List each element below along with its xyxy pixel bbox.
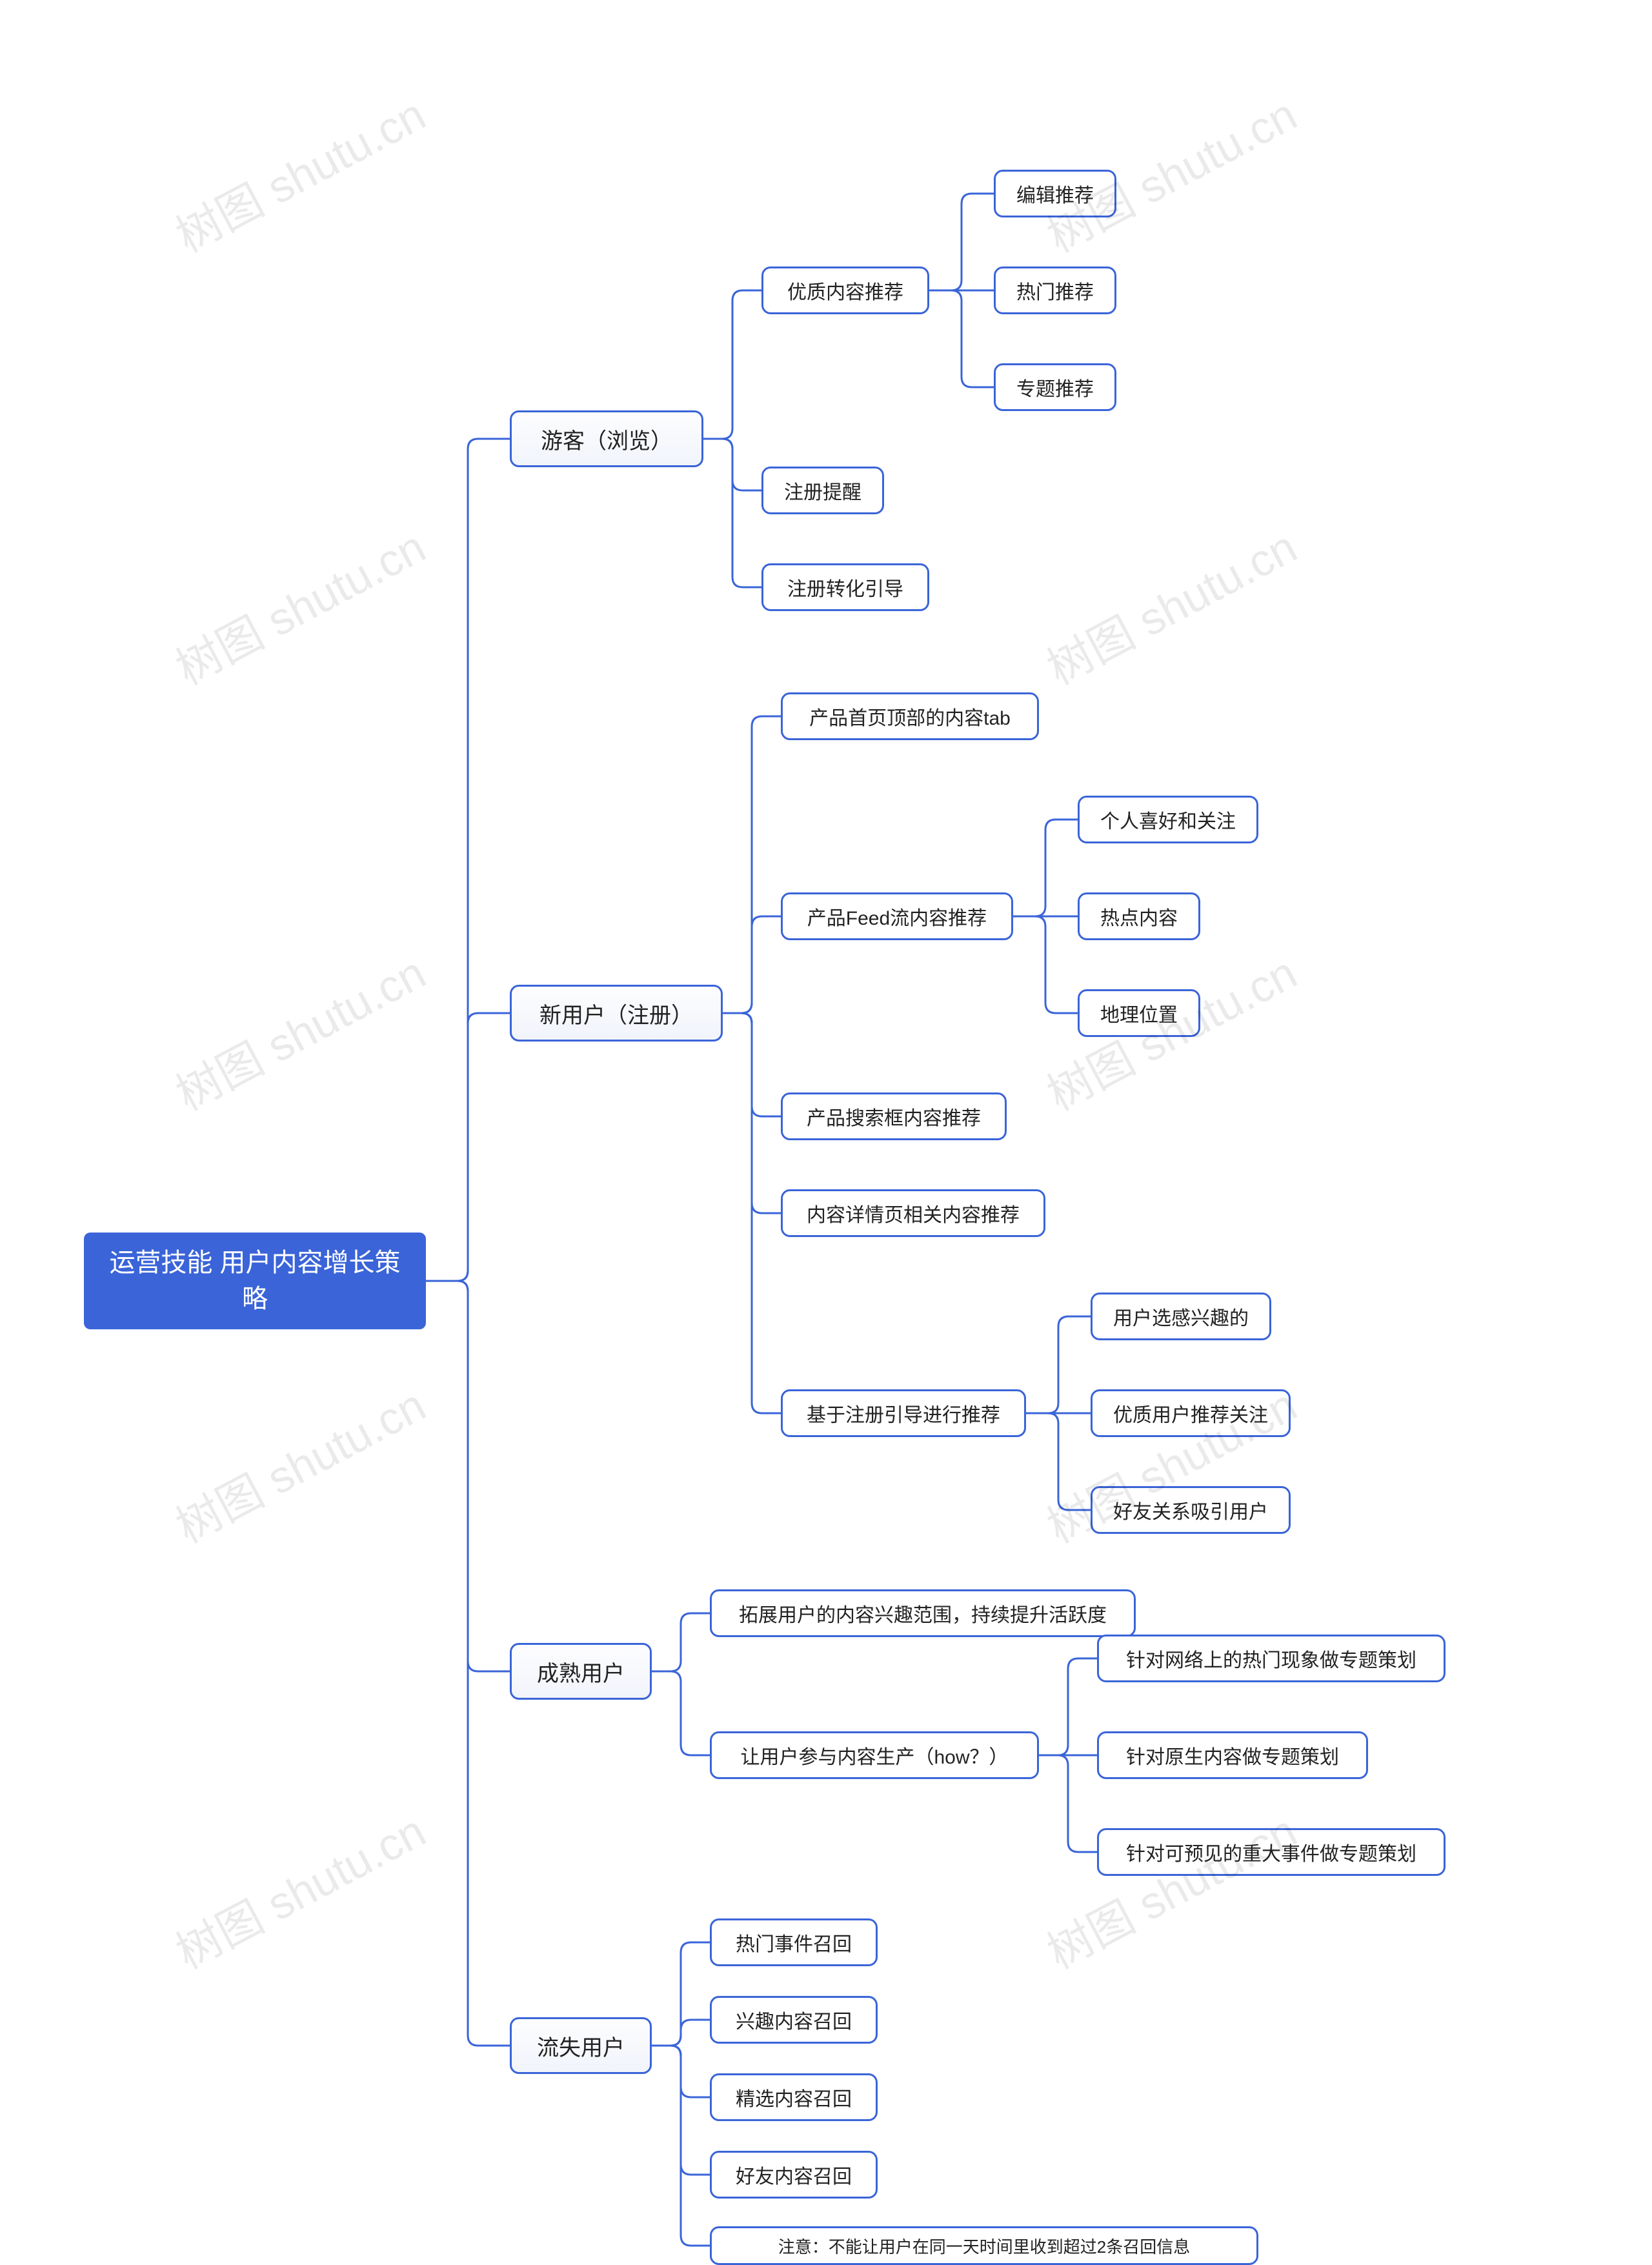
- node-reg_guide_rec: 基于注册引导进行推荐: [781, 1389, 1026, 1437]
- node-search_rec: 产品搜索框内容推荐: [781, 1092, 1007, 1140]
- node-label-select_recall: 精选内容召回: [736, 2083, 852, 2111]
- node-label-new_user: 新用户（注册）: [539, 998, 693, 1029]
- node-let_user_produce: 让用户参与内容生产（how？）: [710, 1731, 1039, 1779]
- node-label-tab_top: 产品首页顶部的内容tab: [809, 702, 1011, 730]
- node-hot_rec: 热门推荐: [994, 267, 1116, 314]
- watermark: 树图 shutu.cn: [163, 938, 436, 1123]
- node-interest_recall: 兴趣内容召回: [710, 1996, 878, 2044]
- node-label-hot_rec: 热门推荐: [1016, 276, 1094, 305]
- node-expand_interest: 拓展用户的内容兴趣范围，持续提升活跃度: [710, 1589, 1136, 1637]
- node-label-detail_rec: 内容详情页相关内容推荐: [807, 1199, 1020, 1227]
- node-reg_remind: 注册提醒: [761, 467, 884, 514]
- node-hot_topic_plan: 针对网络上的热门现象做专题策划: [1097, 1635, 1446, 1682]
- node-label-quality_rec: 优质内容推荐: [787, 276, 903, 305]
- node-label-event_topic_plan: 针对可预见的重大事件做专题策划: [1126, 1838, 1416, 1866]
- node-label-reg_guide_rec: 基于注册引导进行推荐: [807, 1399, 1000, 1427]
- node-label-hot_content: 热点内容: [1100, 902, 1178, 931]
- node-note_limit: 注意：不能让用户在同一天时间里收到超过2条召回信息: [710, 2226, 1258, 2265]
- watermark: 树图 shutu.cn: [1034, 512, 1307, 698]
- node-label-mature_user: 成熟用户: [537, 1656, 625, 1687]
- node-label-hot_event_recall: 热门事件召回: [736, 1928, 852, 1957]
- node-pref: 个人喜好和关注: [1078, 796, 1258, 843]
- root-node: 运营技能 用户内容增长策 略: [84, 1233, 426, 1329]
- node-label-orig_topic_plan: 针对原生内容做专题策划: [1126, 1741, 1339, 1769]
- node-label-edit_rec: 编辑推荐: [1016, 179, 1094, 208]
- watermark: 树图 shutu.cn: [163, 1796, 436, 1982]
- node-quality_rec: 优质内容推荐: [761, 267, 929, 314]
- node-topic_rec: 专题推荐: [994, 363, 1116, 411]
- node-reg_convert: 注册转化引导: [761, 563, 929, 611]
- node-friend_recall: 好友内容召回: [710, 2151, 878, 2199]
- node-hot_content: 热点内容: [1078, 892, 1200, 940]
- node-label-let_user_produce: 让用户参与内容生产（how？）: [740, 1741, 1008, 1769]
- node-label-reg_convert: 注册转化引导: [787, 573, 903, 601]
- node-label-topic_rec: 专题推荐: [1016, 373, 1094, 401]
- node-label-friend_recall: 好友内容召回: [736, 2160, 852, 2189]
- node-label-pref: 个人喜好和关注: [1100, 805, 1236, 834]
- node-label-geo: 地理位置: [1100, 999, 1178, 1027]
- node-label-interest_recall: 兴趣内容召回: [736, 2006, 852, 2034]
- node-churn_user: 流失用户: [510, 2017, 652, 2074]
- node-event_topic_plan: 针对可预见的重大事件做专题策划: [1097, 1828, 1446, 1876]
- node-label-expand_interest: 拓展用户的内容兴趣范围，持续提升活跃度: [739, 1599, 1107, 1627]
- node-label-friend_rel: 好友关系吸引用户: [1113, 1496, 1268, 1524]
- node-label-reg_remind: 注册提醒: [784, 476, 861, 505]
- node-orig_topic_plan: 针对原生内容做专题策划: [1097, 1731, 1368, 1779]
- node-label-churn_user: 流失用户: [537, 2030, 625, 2062]
- node-label-search_rec: 产品搜索框内容推荐: [807, 1102, 981, 1131]
- root-label: 运营技能 用户内容增长策 略: [99, 1245, 410, 1317]
- node-user_interest: 用户选感兴趣的: [1091, 1293, 1271, 1340]
- node-select_recall: 精选内容召回: [710, 2073, 878, 2121]
- watermark: 树图 shutu.cn: [163, 79, 436, 265]
- node-friend_rel: 好友关系吸引用户: [1091, 1486, 1291, 1534]
- node-quality_follow: 优质用户推荐关注: [1091, 1389, 1291, 1437]
- node-geo: 地理位置: [1078, 989, 1200, 1037]
- node-tab_top: 产品首页顶部的内容tab: [781, 692, 1039, 740]
- node-label-quality_follow: 优质用户推荐关注: [1113, 1399, 1268, 1427]
- node-visitor: 游客（浏览）: [510, 410, 703, 467]
- node-label-feed_rec: 产品Feed流内容推荐: [807, 902, 987, 931]
- node-label-hot_topic_plan: 针对网络上的热门现象做专题策划: [1126, 1644, 1416, 1673]
- node-label-visitor: 游客（浏览）: [541, 423, 672, 455]
- node-label-user_interest: 用户选感兴趣的: [1113, 1302, 1249, 1331]
- node-detail_rec: 内容详情页相关内容推荐: [781, 1189, 1045, 1237]
- node-new_user: 新用户（注册）: [510, 985, 723, 1042]
- node-feed_rec: 产品Feed流内容推荐: [781, 892, 1013, 940]
- node-hot_event_recall: 热门事件召回: [710, 1918, 878, 1966]
- watermark: 树图 shutu.cn: [163, 512, 436, 698]
- node-label-note_limit: 注意：不能让用户在同一天时间里收到超过2条召回信息: [778, 2234, 1190, 2258]
- node-mature_user: 成熟用户: [510, 1643, 652, 1700]
- watermark: 树图 shutu.cn: [1034, 1796, 1307, 1982]
- watermark: 树图 shutu.cn: [163, 1370, 436, 1556]
- node-edit_rec: 编辑推荐: [994, 170, 1116, 217]
